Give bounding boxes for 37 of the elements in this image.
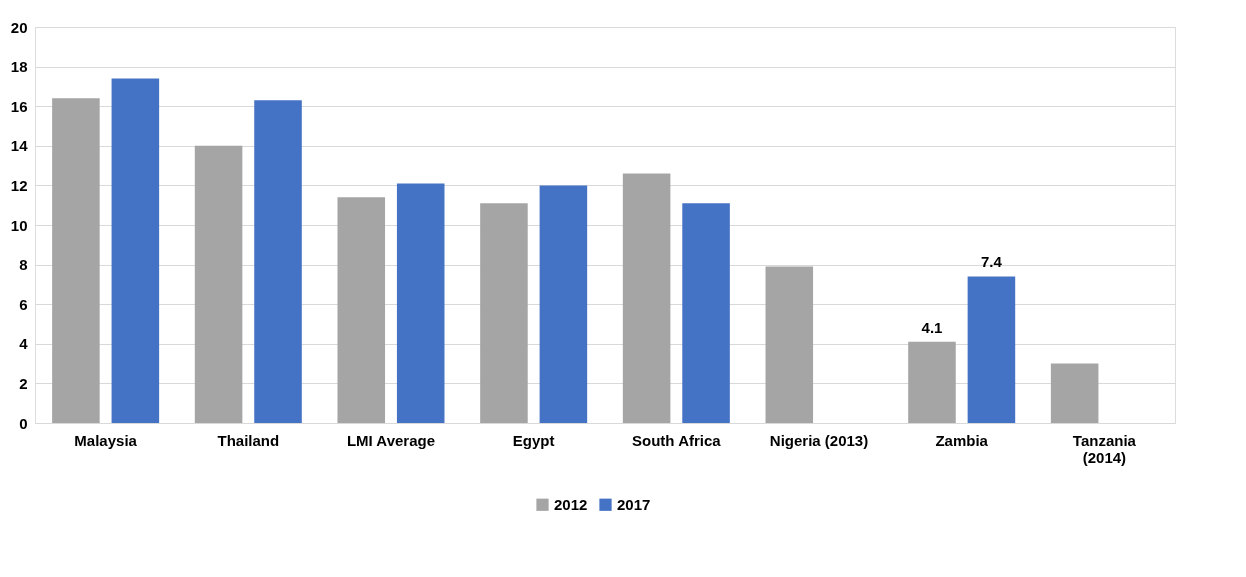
bar (194, 145, 243, 423)
x-tick-label: South Africa (632, 431, 722, 449)
x-tick-label: Thailand (217, 431, 280, 449)
y-tick-label: 6 (19, 295, 28, 313)
y-tick-label: 12 (10, 176, 28, 194)
x-tick-label: Nigeria (2013) (769, 431, 869, 449)
bar (682, 203, 730, 423)
bar (337, 197, 386, 423)
bar (765, 266, 814, 423)
x-tick-label: Zambia (935, 431, 989, 449)
bar (52, 98, 100, 423)
bar (967, 276, 1016, 423)
y-tick-label: 8 (19, 256, 28, 274)
y-tick-label: 0 (19, 414, 28, 432)
x-tick-label: Malaysia (74, 431, 138, 449)
x-tick-label: Egypt (512, 431, 555, 449)
bar (908, 341, 956, 423)
bar (396, 183, 445, 423)
x-tick-label: Tanzania (2014) (1072, 431, 1137, 466)
y-tick-label: 18 (10, 58, 28, 76)
y-tick-label: 20 (10, 18, 28, 36)
bar (254, 100, 302, 423)
bar (622, 173, 671, 423)
y-tick-label: 10 (10, 216, 28, 234)
x-tick-label: LMI Average (346, 431, 436, 449)
bar (111, 78, 160, 423)
y-tick-label: 2 (19, 374, 28, 392)
data-label: 4.1 (921, 318, 943, 336)
bar (1050, 363, 1099, 423)
bar (539, 185, 588, 423)
y-tick-label: 14 (10, 137, 29, 155)
legend-label: 2012 (554, 495, 588, 513)
bar (480, 203, 528, 423)
legend-label: 2017 (617, 495, 651, 513)
y-tick-label: 16 (10, 97, 28, 115)
data-label: 7.4 (980, 253, 1003, 271)
y-tick-label: 4 (19, 335, 29, 353)
